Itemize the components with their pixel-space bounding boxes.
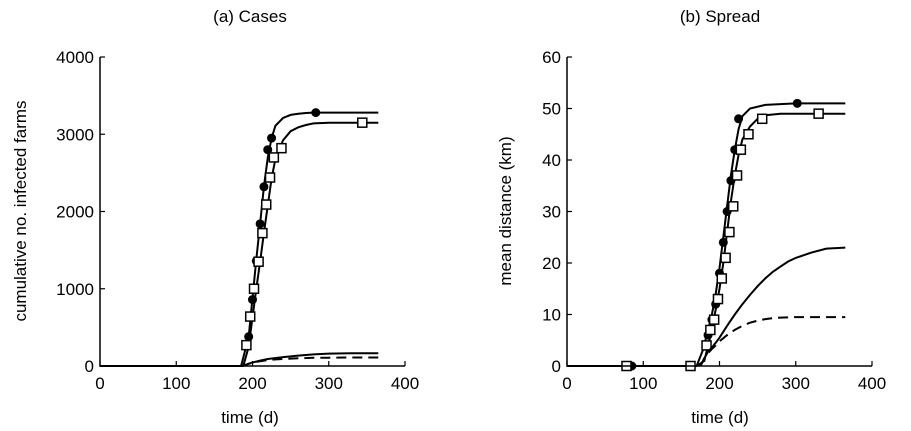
- panel-a-title: (a) Cases: [213, 7, 287, 26]
- marker-open-square: [264, 172, 276, 183]
- marker-open-square: [248, 283, 260, 294]
- y-tick-label: 0: [552, 357, 561, 376]
- panel-spread: (b) Spread time (d) mean distance (km) 0…: [496, 7, 886, 427]
- series-line-2: [240, 352, 379, 367]
- y-tick-label: 10: [542, 306, 561, 325]
- panel-b-series: [567, 98, 846, 372]
- marker-open-square: [712, 293, 724, 305]
- x-tick-label: 100: [629, 374, 657, 393]
- y-tick-label: 1000: [56, 280, 94, 299]
- panel-cases: (a) Cases time (d) cumulative no. infect…: [11, 7, 419, 427]
- x-tick-label: 400: [391, 374, 419, 393]
- marker-open-square: [727, 201, 739, 212]
- marker-open-square: [244, 311, 256, 322]
- marker-open-square: [716, 273, 728, 284]
- x-tick-label: 200: [238, 374, 266, 393]
- panel-a-series: [100, 108, 379, 367]
- panel-b-ylabel: mean distance (km): [496, 136, 515, 285]
- panel-a-ylabel: cumulative no. infected farms: [11, 100, 30, 321]
- marker-open-square: [708, 314, 720, 325]
- marker-filled-circle: [792, 98, 802, 108]
- x-tick-label: 0: [562, 374, 571, 393]
- marker-open-square: [253, 256, 264, 267]
- series-line-1: [100, 121, 379, 367]
- marker-open-square: [813, 108, 824, 119]
- series-line-3: [699, 316, 846, 367]
- marker-filled-circle: [267, 133, 277, 143]
- y-tick-label: 4000: [56, 48, 94, 67]
- marker-open-square: [257, 227, 268, 239]
- y-tick-label: 50: [542, 100, 561, 119]
- x-tick-label: 200: [705, 374, 733, 393]
- series-line-3: [240, 356, 379, 367]
- marker-open-square: [357, 117, 368, 128]
- marker-open-square: [701, 340, 712, 351]
- marker-open-square: [705, 324, 716, 336]
- y-tick-label: 2000: [56, 203, 94, 222]
- marker-open-square: [724, 226, 735, 238]
- panel-a-axes: [99, 57, 405, 367]
- marker-open-square: [756, 113, 768, 125]
- x-tick-label: 400: [858, 374, 886, 393]
- x-tick-label: 300: [315, 374, 343, 393]
- marker-open-square: [241, 339, 252, 351]
- marker-filled-circle: [259, 182, 269, 192]
- marker-filled-circle: [734, 114, 744, 124]
- panel-b-title: (b) Spread: [680, 7, 760, 26]
- x-tick-label: 300: [782, 374, 810, 393]
- panel-b-axes: [566, 57, 872, 367]
- marker-open-square: [743, 129, 754, 140]
- panel-a-xlabel: time (d): [221, 408, 279, 427]
- y-tick-label: 0: [85, 357, 94, 376]
- panel-b-xlabel: time (d): [691, 408, 749, 427]
- marker-filled-circle: [311, 108, 321, 118]
- marker-filled-circle: [263, 145, 273, 155]
- series-line-2: [699, 246, 846, 367]
- marker-open-square: [276, 142, 287, 154]
- x-tick-label: 100: [162, 374, 190, 393]
- x-tick-label: 0: [95, 374, 104, 393]
- y-tick-label: 3000: [56, 125, 94, 144]
- y-tick-label: 60: [542, 48, 561, 67]
- marker-open-square: [735, 144, 747, 155]
- marker-open-square: [720, 252, 731, 264]
- y-tick-label: 20: [542, 254, 561, 273]
- y-tick-label: 30: [542, 203, 561, 222]
- y-tick-label: 40: [542, 151, 561, 170]
- panel-b-ticks: 0 100 200 300 400 0 10 20 30 40 50 60: [542, 48, 886, 393]
- marker-filled-circle: [255, 219, 265, 229]
- marker-open-square: [268, 152, 280, 163]
- marker-open-square: [260, 199, 272, 210]
- series-line-0: [100, 111, 379, 367]
- marker-open-square: [731, 170, 743, 181]
